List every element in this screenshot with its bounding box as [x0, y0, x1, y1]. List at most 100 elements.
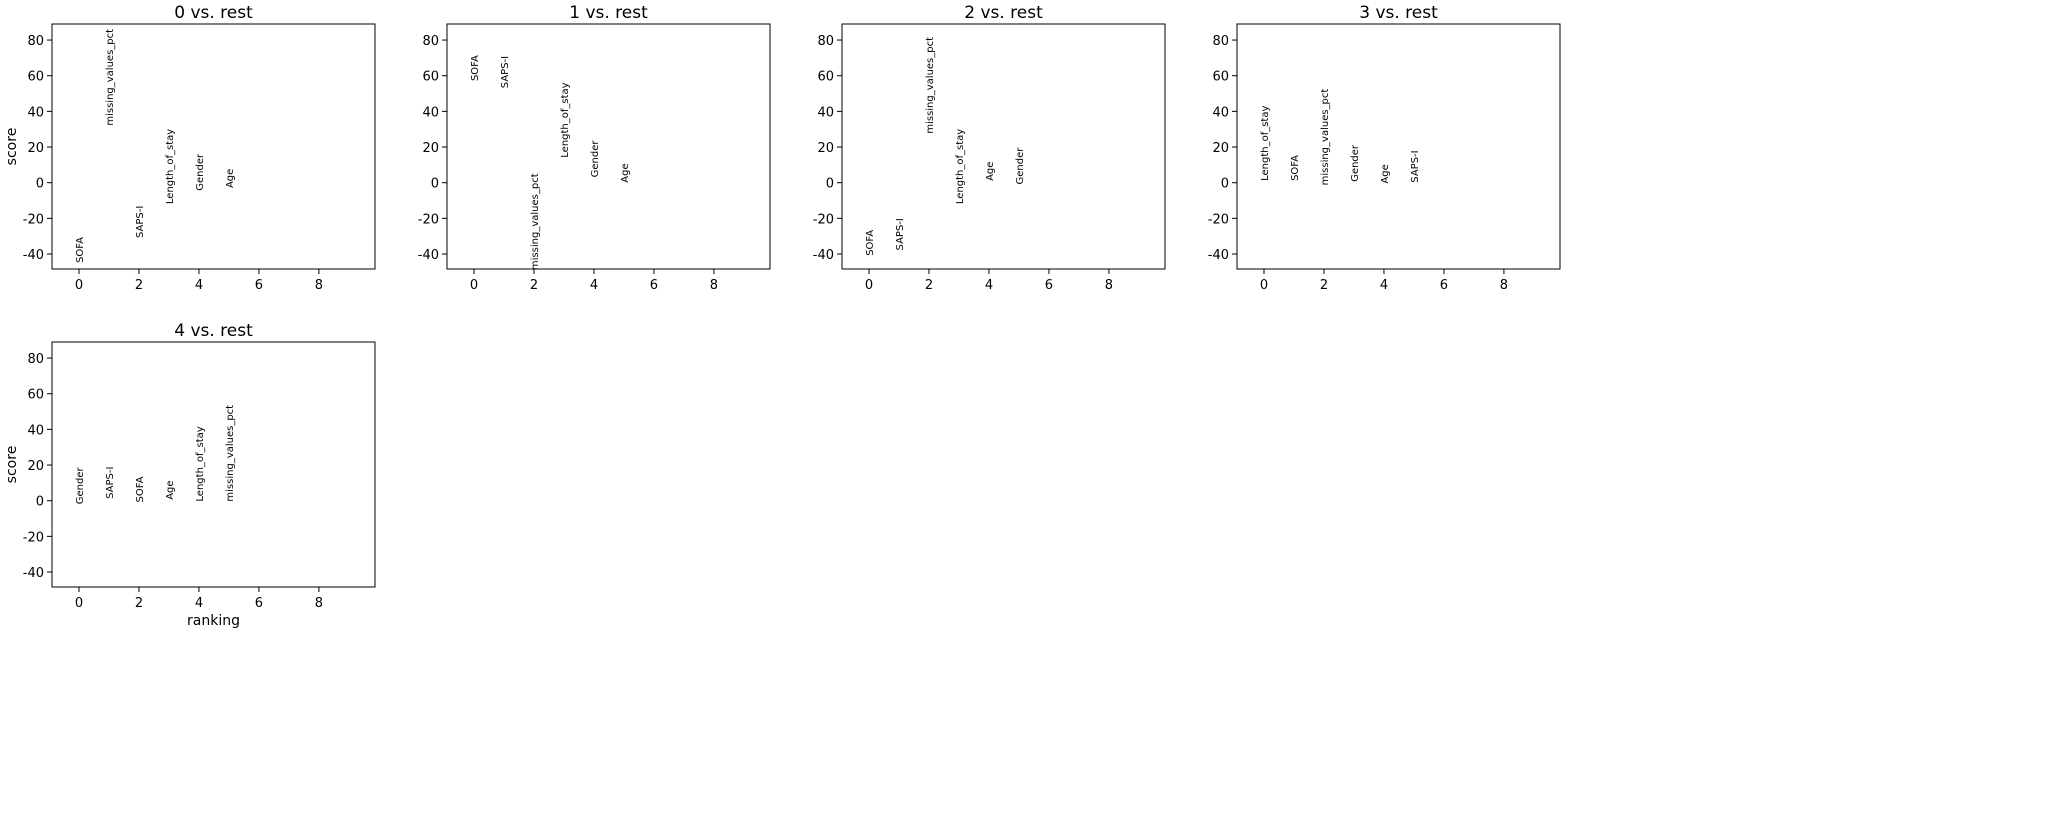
gene-label: Length_of_stay — [165, 129, 176, 204]
x-tick-label: 6 — [650, 278, 658, 293]
gene-label: SAPS-I — [500, 56, 511, 88]
y-tick-label: 0 — [36, 495, 44, 510]
y-tick-label: 20 — [27, 141, 44, 156]
gene-label: SAPS-I — [105, 467, 116, 499]
gene-label: Length_of_stay — [560, 82, 571, 157]
chart-title: 1 vs. rest — [569, 3, 648, 23]
y-tick-label: 20 — [817, 141, 834, 156]
gene-label: Gender — [75, 467, 86, 505]
axes-frame — [841, 23, 1166, 270]
y-tick-label: 80 — [27, 34, 44, 49]
y-tick-label: -20 — [418, 212, 439, 227]
y-tick-label: 80 — [1212, 34, 1229, 49]
y-tick-label: 20 — [422, 141, 439, 156]
y-tick-label: 20 — [27, 459, 44, 474]
x-tick-label: 8 — [1500, 278, 1508, 293]
gene-label: missing_values_pct — [530, 173, 541, 270]
y-axis-label: score — [4, 128, 20, 166]
y-tick-label: -40 — [23, 566, 44, 581]
y-tick-label: -40 — [1208, 248, 1229, 263]
x-tick-label: 0 — [75, 278, 83, 293]
x-tick-label: 6 — [255, 278, 263, 293]
x-tick-label: 6 — [1440, 278, 1448, 293]
gene-label: Gender — [1015, 147, 1026, 185]
gene-label: Age — [165, 480, 176, 499]
gene-label: Gender — [590, 140, 601, 178]
x-tick-label: 2 — [135, 596, 143, 611]
gene-label: Age — [225, 169, 236, 188]
gene-label: missing_values_pct — [225, 405, 236, 502]
axes-frame — [1236, 23, 1561, 270]
x-tick-label: 8 — [1105, 278, 1113, 293]
axes-frame — [51, 341, 376, 588]
y-tick-label: 40 — [27, 423, 44, 438]
x-tick-label: 4 — [195, 596, 203, 611]
y-tick-label: 60 — [422, 70, 439, 85]
x-tick-label: 6 — [255, 596, 263, 611]
gene-label: SAPS-I — [135, 206, 146, 238]
x-tick-label: 2 — [530, 278, 538, 293]
y-tick-label: 60 — [1212, 70, 1229, 85]
y-tick-label: -20 — [813, 212, 834, 227]
y-tick-label: 80 — [422, 34, 439, 49]
chart-title: 0 vs. rest — [174, 3, 253, 23]
x-tick-label: 8 — [315, 596, 323, 611]
y-tick-label: 40 — [1212, 105, 1229, 120]
y-tick-label: 40 — [422, 105, 439, 120]
x-tick-label: 0 — [865, 278, 873, 293]
x-tick-label: 8 — [315, 278, 323, 293]
y-tick-label: 60 — [817, 70, 834, 85]
gene-label: SAPS-I — [895, 218, 906, 250]
y-tick-label: 60 — [27, 70, 44, 85]
gene-label: SAPS-I — [1410, 150, 1421, 182]
gene-label: SOFA — [75, 237, 86, 263]
x-tick-label: 4 — [985, 278, 993, 293]
gene-label: missing_values_pct — [925, 37, 936, 134]
y-tick-label: -20 — [23, 212, 44, 227]
gene-label: SOFA — [470, 55, 481, 81]
x-axis-label: ranking — [187, 613, 240, 629]
gene-label: Age — [620, 163, 631, 182]
y-tick-label: 0 — [1221, 177, 1229, 192]
x-tick-label: 6 — [1045, 278, 1053, 293]
x-tick-label: 4 — [195, 278, 203, 293]
chart-title: 4 vs. rest — [174, 321, 253, 341]
y-tick-label: 80 — [817, 34, 834, 49]
x-tick-label: 2 — [925, 278, 933, 293]
x-tick-label: 8 — [710, 278, 718, 293]
y-tick-label: -40 — [418, 248, 439, 263]
gene-label: Length_of_stay — [955, 129, 966, 204]
y-axis-label: score — [4, 446, 20, 484]
chart-title: 2 vs. rest — [964, 3, 1043, 23]
gene-label: Length_of_stay — [195, 426, 206, 501]
gene-label: Gender — [195, 153, 206, 191]
x-tick-label: 0 — [470, 278, 478, 293]
x-tick-label: 0 — [75, 596, 83, 611]
x-tick-label: 4 — [590, 278, 598, 293]
y-tick-label: 0 — [36, 177, 44, 192]
gene-label: Age — [1380, 164, 1391, 183]
y-tick-label: 40 — [27, 105, 44, 120]
gene-label: missing_values_pct — [105, 29, 116, 126]
gene-label: Age — [985, 162, 996, 181]
y-tick-label: -40 — [23, 248, 44, 263]
x-tick-label: 0 — [1260, 278, 1268, 293]
x-tick-label: 4 — [1380, 278, 1388, 293]
gene-label: Gender — [1350, 144, 1361, 182]
gene-label: missing_values_pct — [1320, 89, 1331, 186]
y-tick-label: 40 — [817, 105, 834, 120]
y-tick-label: 0 — [431, 177, 439, 192]
gene-label: Length_of_stay — [1260, 106, 1271, 181]
gene-label: SOFA — [1290, 155, 1301, 181]
y-tick-label: -20 — [1208, 212, 1229, 227]
y-tick-label: 80 — [27, 352, 44, 367]
axes-frame — [51, 23, 376, 270]
chart-title: 3 vs. rest — [1359, 3, 1438, 23]
axes-frame — [446, 23, 771, 270]
gene-label: SOFA — [865, 230, 876, 256]
y-tick-label: 20 — [1212, 141, 1229, 156]
y-tick-label: -40 — [813, 248, 834, 263]
x-tick-label: 2 — [1320, 278, 1328, 293]
gene-label: SOFA — [135, 476, 146, 502]
